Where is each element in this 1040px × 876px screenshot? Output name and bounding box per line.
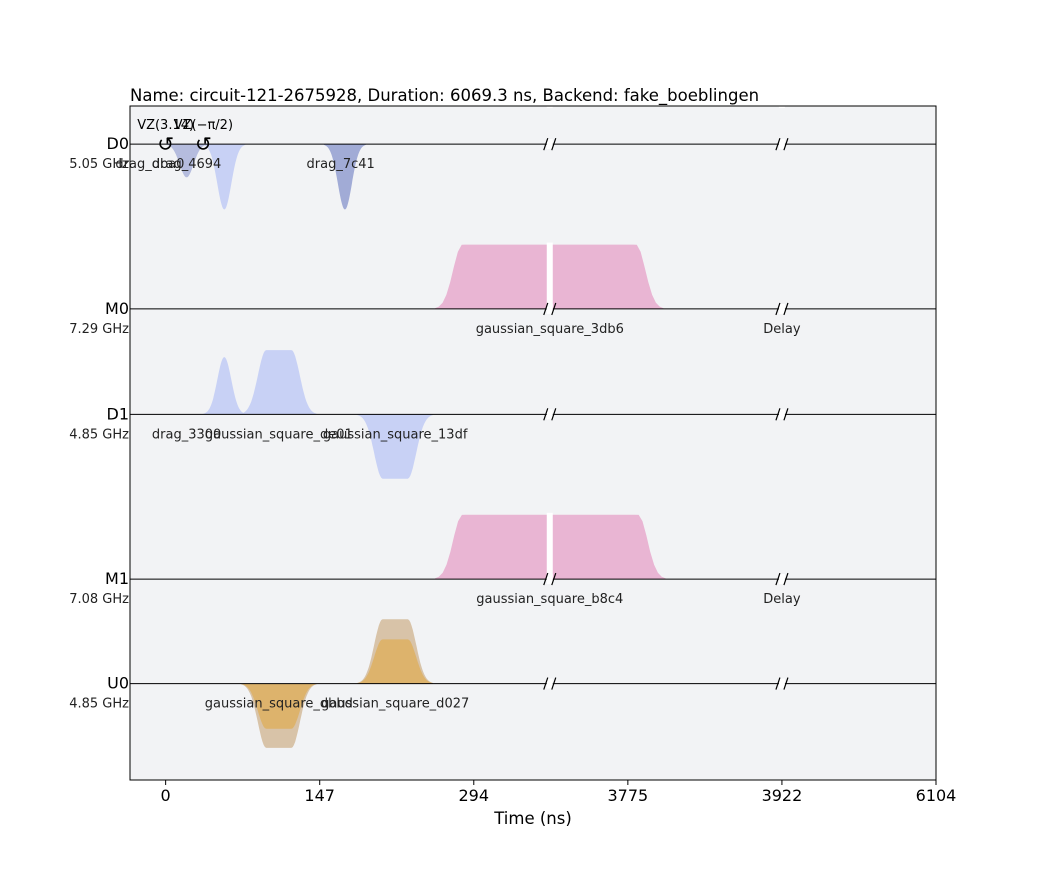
break-mask <box>778 303 785 314</box>
pulse-label: gaussian_square_3db6 <box>476 322 624 337</box>
waveform-d0 <box>165 144 208 178</box>
x-tick-label: 6104 <box>916 786 957 805</box>
frame-change-icon: ↺ <box>157 132 174 156</box>
channel-frequency-d0: 5.05 GHz <box>69 157 129 172</box>
break-slash <box>783 408 789 421</box>
frame-change-symbols: ↺VZ(3.14)↺VZ(−π/2) <box>137 118 233 156</box>
break-mask <box>546 678 553 689</box>
x-tick-label: 3922 <box>762 786 803 805</box>
pulse-label: drag_dba0 <box>115 157 184 172</box>
break-slash <box>551 137 557 151</box>
channel-name-d0: D0 <box>107 134 130 153</box>
break-slash <box>783 137 789 151</box>
pulse-label: drag_7c41 <box>307 157 375 172</box>
break-mask <box>778 409 785 420</box>
waveform-d0 <box>203 144 246 210</box>
channel-frequency-d1: 4.85 GHz <box>69 427 129 442</box>
x-axis-label: Time (ns) <box>493 809 572 828</box>
break-slash <box>551 302 557 316</box>
break-slash <box>551 677 557 690</box>
break-slash <box>543 572 549 586</box>
x-tick-label: 0 <box>161 786 171 805</box>
x-axis: 0 147 294 3775 3922 6104 <box>161 780 957 805</box>
x-tick-label: 3775 <box>607 786 648 805</box>
pulse-label: gaussian_square_13df <box>323 427 468 442</box>
break-slash <box>783 302 789 316</box>
break-slash <box>775 408 781 421</box>
pulse-label: gaussian_square_dbbd <box>205 697 353 712</box>
waveform-d1 <box>357 414 433 479</box>
break-slash <box>543 302 549 316</box>
waveform-d1 <box>203 357 246 415</box>
waveform-layer <box>165 144 666 748</box>
pulse-label: gaussian_square_b8c4 <box>476 592 623 607</box>
break-slash <box>775 572 781 586</box>
channel-baselines <box>130 143 936 685</box>
break-gap-m0 <box>546 242 553 309</box>
x-tick-label: 147 <box>304 786 335 805</box>
pulse-label: drag_3300 <box>152 427 221 442</box>
break-slash <box>543 677 549 690</box>
chart-title: Name: circuit-121-2675928, Duration: 606… <box>130 86 759 106</box>
break-mask <box>546 409 553 420</box>
break-slash <box>543 137 549 151</box>
frame-change-icon: ↺ <box>195 132 212 156</box>
break-gap-m1 <box>546 512 553 580</box>
pulse-label: Delay <box>763 322 801 337</box>
break-slash <box>783 677 789 690</box>
break-mask <box>546 139 553 150</box>
channel-labels: D0 5.05 GHz M0 7.29 GHz D1 4.85 GHz M1 7.08 GHz… <box>69 134 129 711</box>
break-mask <box>778 574 785 585</box>
break-slash <box>551 572 557 586</box>
plot-area <box>130 106 936 780</box>
channel-frequency-m1: 7.08 GHz <box>69 592 129 607</box>
pulse-label: gaussian_square_de01 <box>205 427 353 442</box>
channel-frequency-m0: 7.29 GHz <box>69 322 129 337</box>
break-slash <box>775 677 781 690</box>
waveform-d1 <box>241 350 317 415</box>
pulse-label: Delay <box>763 592 801 607</box>
channel-frequency-u0: 4.85 GHz <box>69 697 129 712</box>
waveform-u0 <box>357 639 433 684</box>
break-slash <box>543 408 549 421</box>
frame-change-label: VZ(3.14) <box>137 118 194 133</box>
break-slash <box>551 408 557 421</box>
break-slash <box>783 572 789 586</box>
frame-change-label: VZ(−π/2) <box>174 118 233 133</box>
break-mask <box>778 678 785 689</box>
plot-frame <box>129 105 937 781</box>
x-tick-label: 294 <box>459 786 490 805</box>
channel-name-m1: M1 <box>105 569 129 588</box>
break-mask <box>778 139 785 150</box>
channel-name-d1: D1 <box>107 404 130 423</box>
waveform-u0 <box>241 683 317 729</box>
channel-name-m0: M0 <box>105 299 129 318</box>
break-mask <box>546 574 553 585</box>
waveform-d0 <box>323 144 366 210</box>
break-slash <box>775 302 781 316</box>
break-mask <box>546 303 553 314</box>
break-slash <box>775 137 781 151</box>
channel-name-u0: U0 <box>107 674 129 693</box>
pulse-label: gaussian_square_d027 <box>321 697 469 712</box>
pulse-label: drag_4694 <box>152 157 221 172</box>
